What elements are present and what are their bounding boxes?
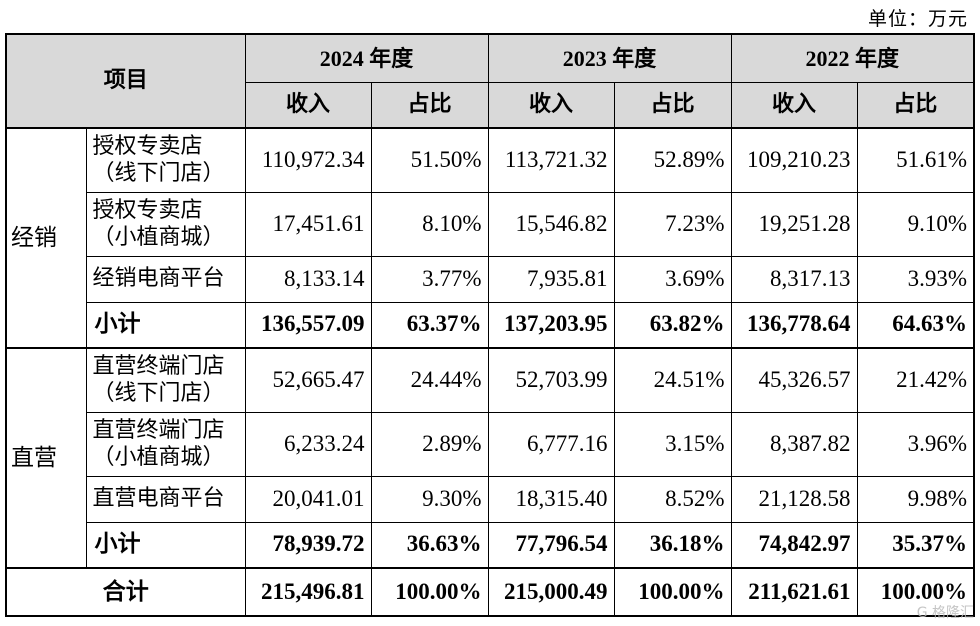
header-share: 占比 [613, 81, 732, 129]
subtotal-row: 小计 78,939.72 36.63% 77,796.54 36.18% 74,… [6, 521, 975, 569]
revenue-2024: 8,133.14 [244, 255, 372, 303]
share-2023: 3.69% [613, 255, 732, 303]
revenue-2023: 18,315.40 [487, 475, 615, 523]
header-year-2024: 2024 年度 [244, 33, 489, 83]
revenue-2023: 6,777.16 [487, 411, 615, 477]
revenue-2022: 19,251.28 [730, 191, 858, 257]
row-label-line: （线下门店） [92, 161, 225, 187]
revenue-2024: 215,496.81 [244, 567, 372, 617]
revenue-2024: 136,557.09 [244, 301, 372, 349]
share-2024: 9.30% [370, 475, 489, 523]
share-2023: 63.82% [613, 301, 732, 349]
revenue-2024: 20,041.01 [244, 475, 372, 523]
share-2022: 64.63% [856, 301, 975, 349]
revenue-2023: 215,000.49 [487, 567, 615, 617]
share-2023: 52.89% [613, 127, 732, 193]
header-row-metrics: 收入 占比 收入 占比 收入 占比 [6, 81, 975, 129]
subtotal-label: 小计 [85, 521, 246, 569]
share-2023: 7.23% [613, 191, 732, 257]
share-2022: 3.93% [856, 255, 975, 303]
revenue-2023: 77,796.54 [487, 521, 615, 569]
row-label-line: 直营终端门店 [92, 417, 225, 443]
revenue-2022: 8,387.82 [730, 411, 858, 477]
share-2023: 3.15% [613, 411, 732, 477]
header-revenue: 收入 [244, 81, 372, 129]
revenue-2022: 136,778.64 [730, 301, 858, 349]
table-row: 经销电商平台 8,133.14 3.77% 7,935.81 3.69% 8,3… [6, 255, 975, 303]
share-2024: 51.50% [370, 127, 489, 193]
row-label-line: 直营终端门店 [92, 353, 225, 379]
revenue-2023: 7,935.81 [487, 255, 615, 303]
total-row: 合计 215,496.81 100.00% 215,000.49 100.00%… [5, 567, 975, 617]
row-label-line: 授权专卖店 [92, 133, 203, 159]
table-row: 直营 直营终端门店 （线下门店） 52,665.47 24.44% 52,703… [5, 347, 975, 569]
share-2024: 100.00% [370, 567, 489, 617]
revenue-2023: 137,203.95 [487, 301, 615, 349]
share-2024: 36.63% [370, 521, 489, 569]
share-2022: 9.10% [856, 191, 975, 257]
header-revenue: 收入 [730, 81, 858, 129]
row-label-line: （小植商城） [92, 225, 225, 250]
table-row: 经销 授权专卖店 （线下门店） 110,972.34 51.50% 113,72… [5, 127, 975, 349]
share-2023: 100.00% [613, 567, 732, 617]
subtotal-row: 小计 136,557.09 63.37% 137,203.95 63.82% 1… [6, 301, 975, 349]
revenue-2024: 52,665.47 [244, 347, 372, 413]
revenue-2022: 8,317.13 [730, 255, 858, 303]
revenue-2024: 78,939.72 [244, 521, 372, 569]
share-2022: 51.61% [856, 127, 975, 193]
revenue-2023: 52,703.99 [487, 347, 615, 413]
share-2023: 8.52% [613, 475, 732, 523]
row-label: 授权专卖店 （小植商城） [85, 191, 246, 257]
watermark-logo: G 格隆汇 [916, 605, 974, 621]
category-label: 经销 [5, 127, 87, 349]
share-2022: 21.42% [856, 347, 975, 413]
revenue-2022: 109,210.23 [730, 127, 858, 193]
revenue-table: 项目 2024 年度 2023 年度 2022 年度 收入 占比 收入 占比 收… [5, 33, 975, 617]
row-label: 授权专卖店 （线下门店） [85, 127, 246, 193]
header-row-years: 项目 2024 年度 2023 年度 2022 年度 [5, 33, 975, 129]
share-2022: 3.96% [856, 411, 975, 477]
share-2023: 36.18% [613, 521, 732, 569]
share-2024: 24.44% [370, 347, 489, 413]
revenue-2022: 74,842.97 [730, 521, 858, 569]
header-share: 占比 [856, 81, 975, 129]
revenue-2022: 21,128.58 [730, 475, 858, 523]
share-2024: 2.89% [370, 411, 489, 477]
share-2024: 63.37% [370, 301, 489, 349]
unit-label: 单位：万元 [867, 8, 968, 30]
revenue-2022: 211,621.61 [730, 567, 858, 617]
row-label: 经销电商平台 [85, 255, 246, 303]
revenue-2022: 45,326.57 [730, 347, 858, 413]
row-label: 直营终端门店 （线下门店） [85, 347, 246, 413]
category-label: 直营 [5, 347, 87, 569]
table-row: 直营终端门店 （小植商城） 6,233.24 2.89% 6,777.16 3.… [6, 411, 975, 477]
subtotal-label: 小计 [85, 301, 246, 349]
header-item: 项目 [5, 33, 246, 129]
share-2024: 8.10% [370, 191, 489, 257]
revenue-2024: 17,451.61 [244, 191, 372, 257]
share-2024: 3.77% [370, 255, 489, 303]
table-row: 直营电商平台 20,041.01 9.30% 18,315.40 8.52% 2… [6, 475, 975, 523]
header-year-2023: 2023 年度 [487, 33, 732, 83]
share-2022: 9.98% [856, 475, 975, 523]
share-2022: 100.00% [856, 567, 975, 617]
revenue-2023: 113,721.32 [487, 127, 615, 193]
row-label-line: （小植商城） [92, 445, 225, 470]
row-label: 直营终端门店 （小植商城） [85, 411, 246, 477]
total-label: 合计 [5, 567, 246, 617]
header-revenue: 收入 [487, 81, 615, 129]
row-label-line: 授权专卖店 [92, 197, 203, 223]
header-share: 占比 [370, 81, 489, 129]
header-year-2022: 2022 年度 [730, 33, 975, 83]
revenue-2024: 110,972.34 [244, 127, 372, 193]
row-label-line: （线下门店） [92, 381, 225, 407]
share-2023: 24.51% [613, 347, 732, 413]
table-row: 授权专卖店 （小植商城） 17,451.61 8.10% 15,546.82 7… [6, 191, 975, 257]
revenue-2024: 6,233.24 [244, 411, 372, 477]
share-2022: 35.37% [856, 521, 975, 569]
row-label: 直营电商平台 [85, 475, 246, 523]
revenue-2023: 15,546.82 [487, 191, 615, 257]
